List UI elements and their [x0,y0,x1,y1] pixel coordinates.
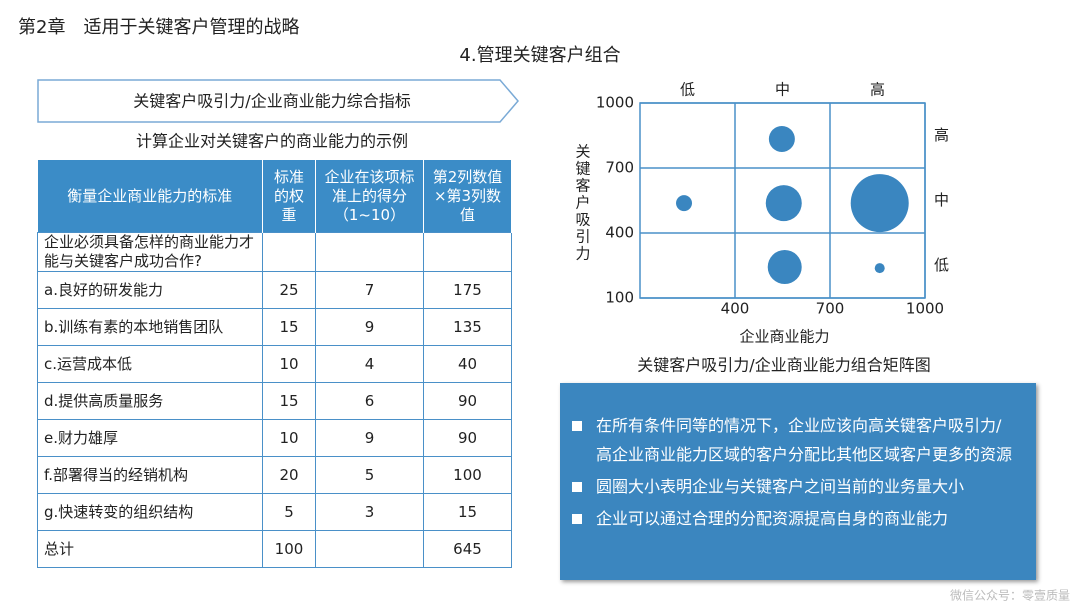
table-cell: e.财力雄厚 [37,419,263,457]
bubble [767,250,802,285]
table-cell: 100 [423,456,512,494]
table-cell: 100 [262,530,316,568]
y-tick-label: 700 [605,159,634,177]
table-cell: 10 [262,345,316,383]
table-row: 企业必须具备怎样的商业能力才能与关键客户成功合作? [37,232,512,272]
table-row: f.部署得当的经销机构 20 5 100 [37,456,512,494]
bullet-item: 圆圈大小表明企业与关键客户之间当前的业务量大小 [572,472,1016,501]
table-cell: 5 [262,493,316,531]
bullet-item: 企业可以通过合理的分配资源提高自身的商业能力 [572,504,1016,533]
watermark: 微信公众号：零壹质量 [950,589,1070,603]
table-cell: 645 [423,530,512,568]
chart-caption: 关键客户吸引力/企业商业能力组合矩阵图 [637,356,930,375]
notes-box: 在所有条件同等的情况下，企业应该向高关键客户吸引力/高企业商业能力区域的客户分配… [560,383,1036,580]
x-category-label: 低 [680,81,695,99]
table-cell: g.快速转变的组织结构 [37,493,263,531]
table-cell: f.部署得当的经销机构 [37,456,263,494]
column-header: 衡量企业商业能力的标准 [37,160,263,233]
table-row: g.快速转变的组织结构 5 3 15 [37,493,512,531]
y-category-label: 高 [934,126,949,144]
bubble [768,125,795,152]
bubble [850,174,909,233]
table-cell: a.良好的研发能力 [37,271,263,309]
table-row: c.运营成本低 10 4 40 [37,345,512,383]
column-header: 第2列数值×第3列数值 [423,160,512,233]
table-row: e.财力雄厚 10 9 90 [37,419,512,457]
table-row: d.提供高质量服务 15 6 90 [37,382,512,420]
bullet-item: 在所有条件同等的情况下，企业应该向高关键客户吸引力/高企业商业能力区域的客户分配… [572,411,1016,469]
y-tick-label: 1000 [596,94,634,112]
column-header: 企业在该项标准上的得分（1~10） [315,160,424,233]
x-category-label: 高 [870,81,885,99]
table-cell: 3 [315,493,424,531]
table-cell: d.提供高质量服务 [37,382,263,420]
table-cell: 90 [423,419,512,457]
table-cell [315,232,424,272]
table-cell: b.训练有素的本地销售团队 [37,308,263,346]
table-cell: 总计 [37,530,263,568]
table-row: a.良好的研发能力 25 7 175 [37,271,512,309]
y-tick-label: 400 [605,224,634,242]
banner-arrow [37,79,519,123]
table-row: b.训练有素的本地销售团队 15 9 135 [37,308,512,346]
x-tick-label: 400 [721,300,750,318]
table-row: 总计 100 645 [37,530,512,568]
table-cell: 7 [315,271,424,309]
banner-text: 关键客户吸引力/企业商业能力综合指标 [133,92,410,111]
table-cell: 90 [423,382,512,420]
table-cell: 9 [315,308,424,346]
table-cell: 15 [262,308,316,346]
table-cell: 135 [423,308,512,346]
table-cell: c.运营成本低 [37,345,263,383]
table-cell: 6 [315,382,424,420]
table-cell [423,232,512,272]
table-cell: 25 [262,271,316,309]
table-cell: 40 [423,345,512,383]
table-cell: 企业必须具备怎样的商业能力才能与关键客户成功合作? [37,232,263,272]
table-cell [262,232,316,272]
x-tick-label: 1000 [906,300,944,318]
table: 衡量企业商业能力的标准 标准的权重 企业在该项标准上的得分（1~10） 第2列数… [37,160,512,568]
table-cell: 175 [423,271,512,309]
y-category-label: 中 [934,191,949,209]
table-cell: 15 [423,493,512,531]
table-cell: 15 [262,382,316,420]
chapter-title: 第2章 适用于关键客户管理的战略 [18,17,299,38]
table-cell: 20 [262,456,316,494]
y-category-label: 低 [934,256,949,274]
column-header: 标准的权重 [262,160,316,233]
bubble [676,195,693,212]
table-cell: 10 [262,419,316,457]
y-tick-label: 100 [605,289,634,307]
bubble [765,185,802,222]
table-cell: 4 [315,345,424,383]
x-tick-label: 700 [816,300,845,318]
y-axis-label: 关键客户吸引力 [574,144,592,263]
x-axis-label: 企业商业能力 [739,328,829,346]
section-title: 4.管理关键客户组合 [459,45,620,66]
table-cell: 5 [315,456,424,494]
table-title: 计算企业对关键客户的商业能力的示例 [136,132,408,151]
bubble [874,263,885,274]
table-cell [315,530,424,568]
table-cell: 9 [315,419,424,457]
x-category-label: 中 [775,81,790,99]
